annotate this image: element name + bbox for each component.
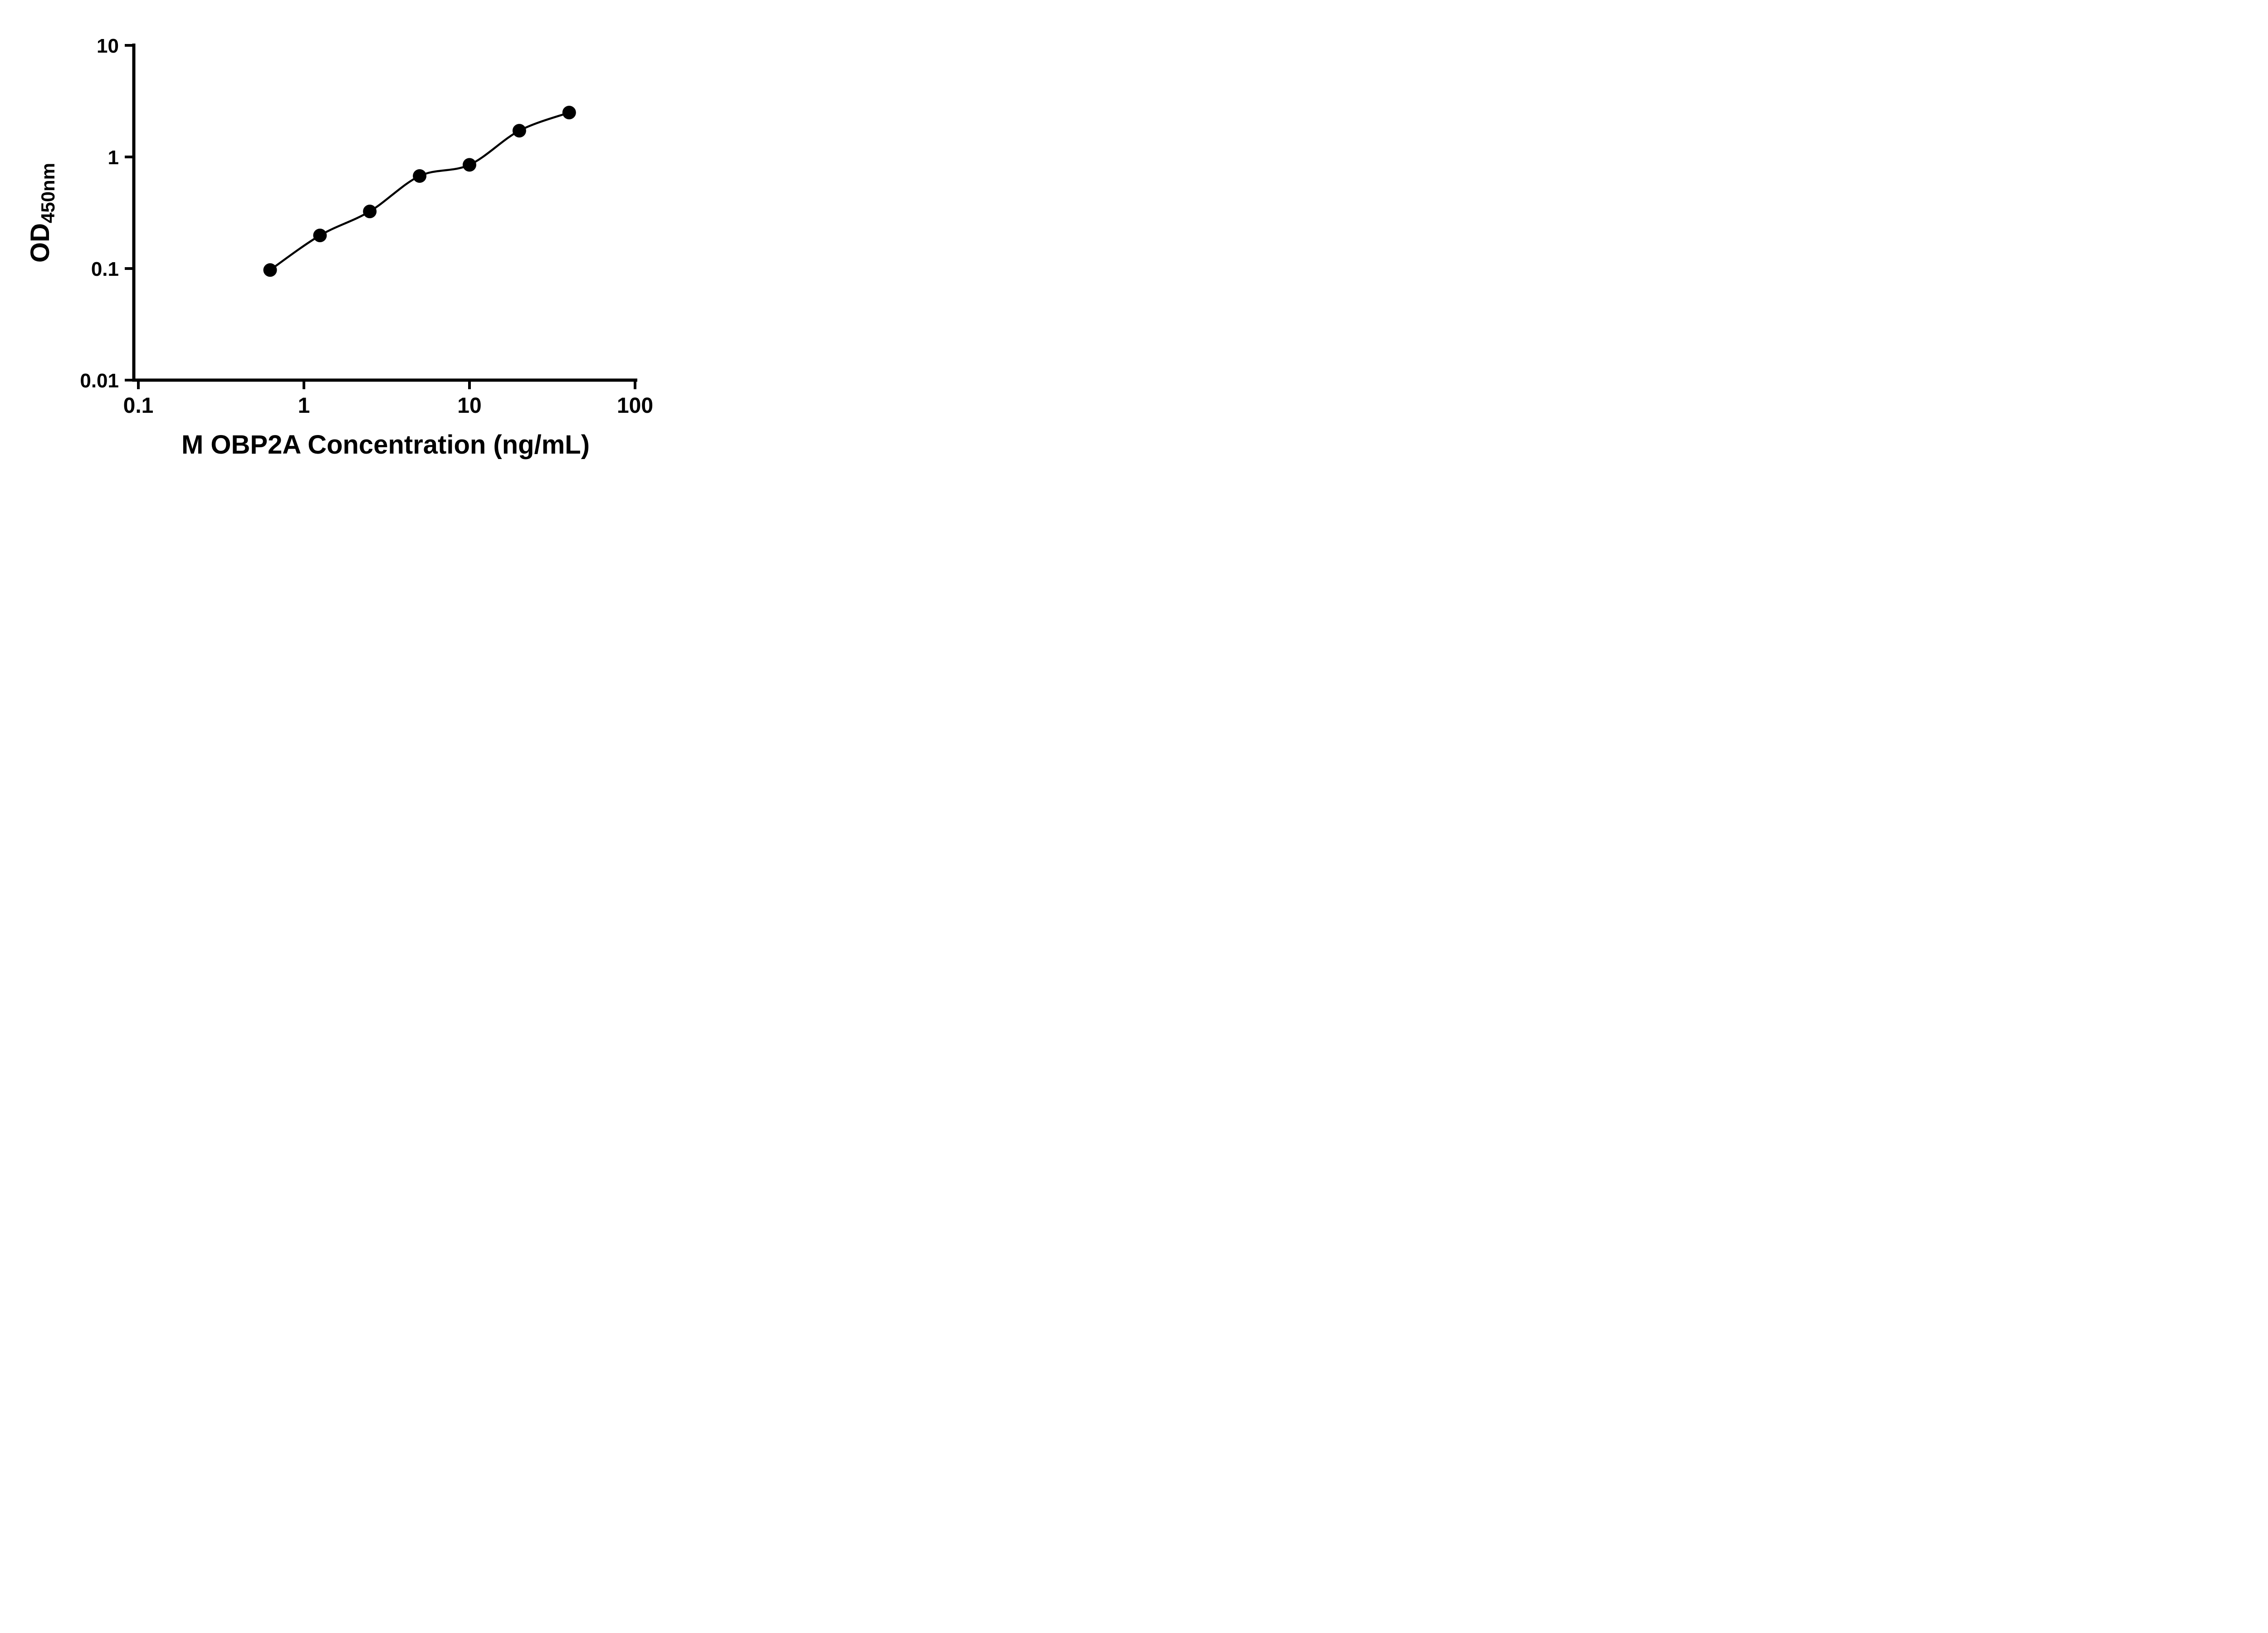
- y-axis-title: OD450nm: [25, 163, 59, 263]
- y-axis-tick-labels: 10 1 0.1 0.01: [80, 35, 119, 392]
- y-tick-label-0.1: 0.1: [91, 258, 119, 280]
- data-point-10: [463, 158, 476, 172]
- data-series: [263, 106, 576, 277]
- x-axis-title: M OBP2A Concentration (ng/mL): [181, 430, 590, 460]
- data-point-1.25: [313, 229, 327, 242]
- y-tick-label-1: 1: [108, 147, 119, 169]
- x-tick-label-10: 10: [457, 394, 481, 418]
- data-point-20: [512, 124, 526, 138]
- y-tick-label-10: 10: [97, 35, 119, 57]
- data-point-0.625: [263, 263, 277, 277]
- chart-canvas: 10 1 0.1 0.01 0.1 1 10 100 M OBP2A Conce…: [25, 35, 653, 460]
- y-axis-title-base: OD: [25, 223, 55, 263]
- x-axis-tick-labels: 0.1 1 10 100: [123, 394, 653, 418]
- fit-curve: [269, 111, 570, 271]
- x-axis-ticks: [137, 380, 636, 389]
- data-point-2.5: [363, 205, 377, 219]
- y-axis-title-subscript: 450nm: [37, 163, 59, 223]
- y-axis-ticks: [125, 44, 134, 381]
- y-tick-label-0.01: 0.01: [80, 370, 119, 392]
- data-point-5: [413, 169, 427, 183]
- x-tick-label-1: 1: [298, 394, 310, 418]
- x-tick-label-0.1: 0.1: [123, 394, 154, 418]
- data-point-40: [562, 106, 576, 120]
- elisa-standard-curve-figure: 10 1 0.1 0.01 0.1 1 10 100 M OBP2A Conce…: [0, 0, 699, 490]
- x-tick-label-100: 100: [617, 394, 653, 418]
